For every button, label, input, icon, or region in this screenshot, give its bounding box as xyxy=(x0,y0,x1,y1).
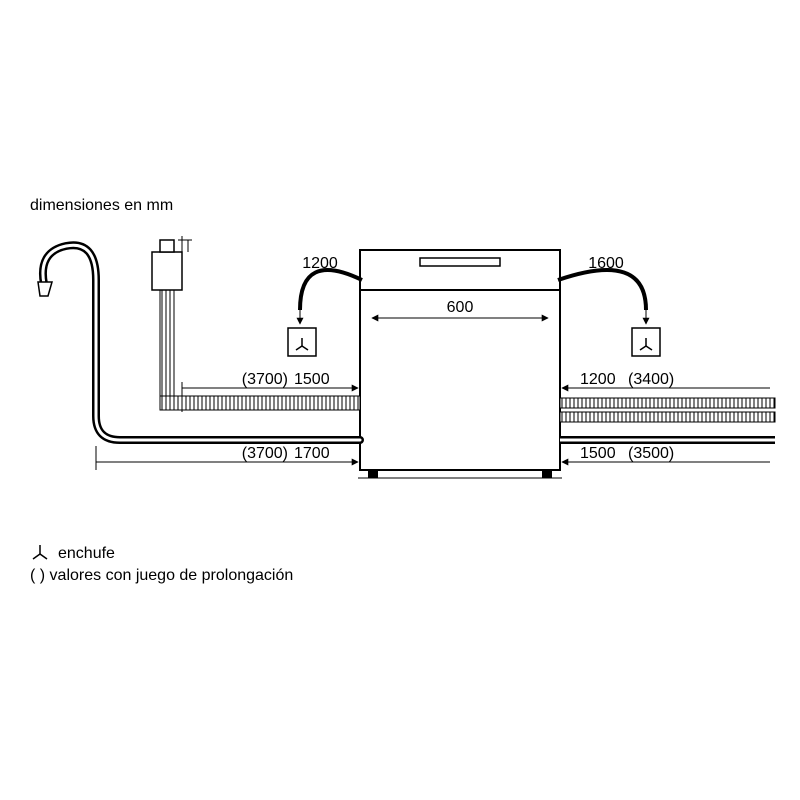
width-label: 600 xyxy=(447,299,474,316)
dim-left-bottom: (3700) 1700 xyxy=(96,445,358,470)
right-hose-bands xyxy=(560,398,775,422)
right-socket xyxy=(632,328,660,356)
dim-right-bottom: 1500 (3500) xyxy=(562,445,770,462)
left-socket xyxy=(288,328,316,356)
right-cable: 1600 xyxy=(558,255,646,324)
left-cable-length: 1200 xyxy=(302,255,338,272)
installation-diagram: dimensiones en mm 600 1200 1600 xyxy=(0,0,800,800)
title-text: dimensiones en mm xyxy=(30,197,173,214)
right-bottom-val: 1500 xyxy=(580,445,616,462)
dim-right-mid: 1200 (3400) xyxy=(562,371,770,388)
left-mid-paren: (3700) xyxy=(242,371,288,388)
right-cable-length: 1600 xyxy=(588,255,624,272)
legend-plug: enchufe xyxy=(58,545,115,562)
appliance: 600 xyxy=(360,250,560,478)
left-bottom-val: 1700 xyxy=(294,445,330,462)
left-cable: 1200 xyxy=(300,255,362,324)
right-mid-paren: (3400) xyxy=(628,371,674,388)
right-bottom-paren: (3500) xyxy=(628,445,674,462)
legend: enchufe ( ) valores con juego de prolong… xyxy=(30,545,293,584)
left-mid-val: 1500 xyxy=(294,371,330,388)
right-mid-val: 1200 xyxy=(580,371,616,388)
legend-paren: ( ) valores con juego de prolongación xyxy=(30,567,293,584)
left-bottom-paren: (3700) xyxy=(242,445,288,462)
